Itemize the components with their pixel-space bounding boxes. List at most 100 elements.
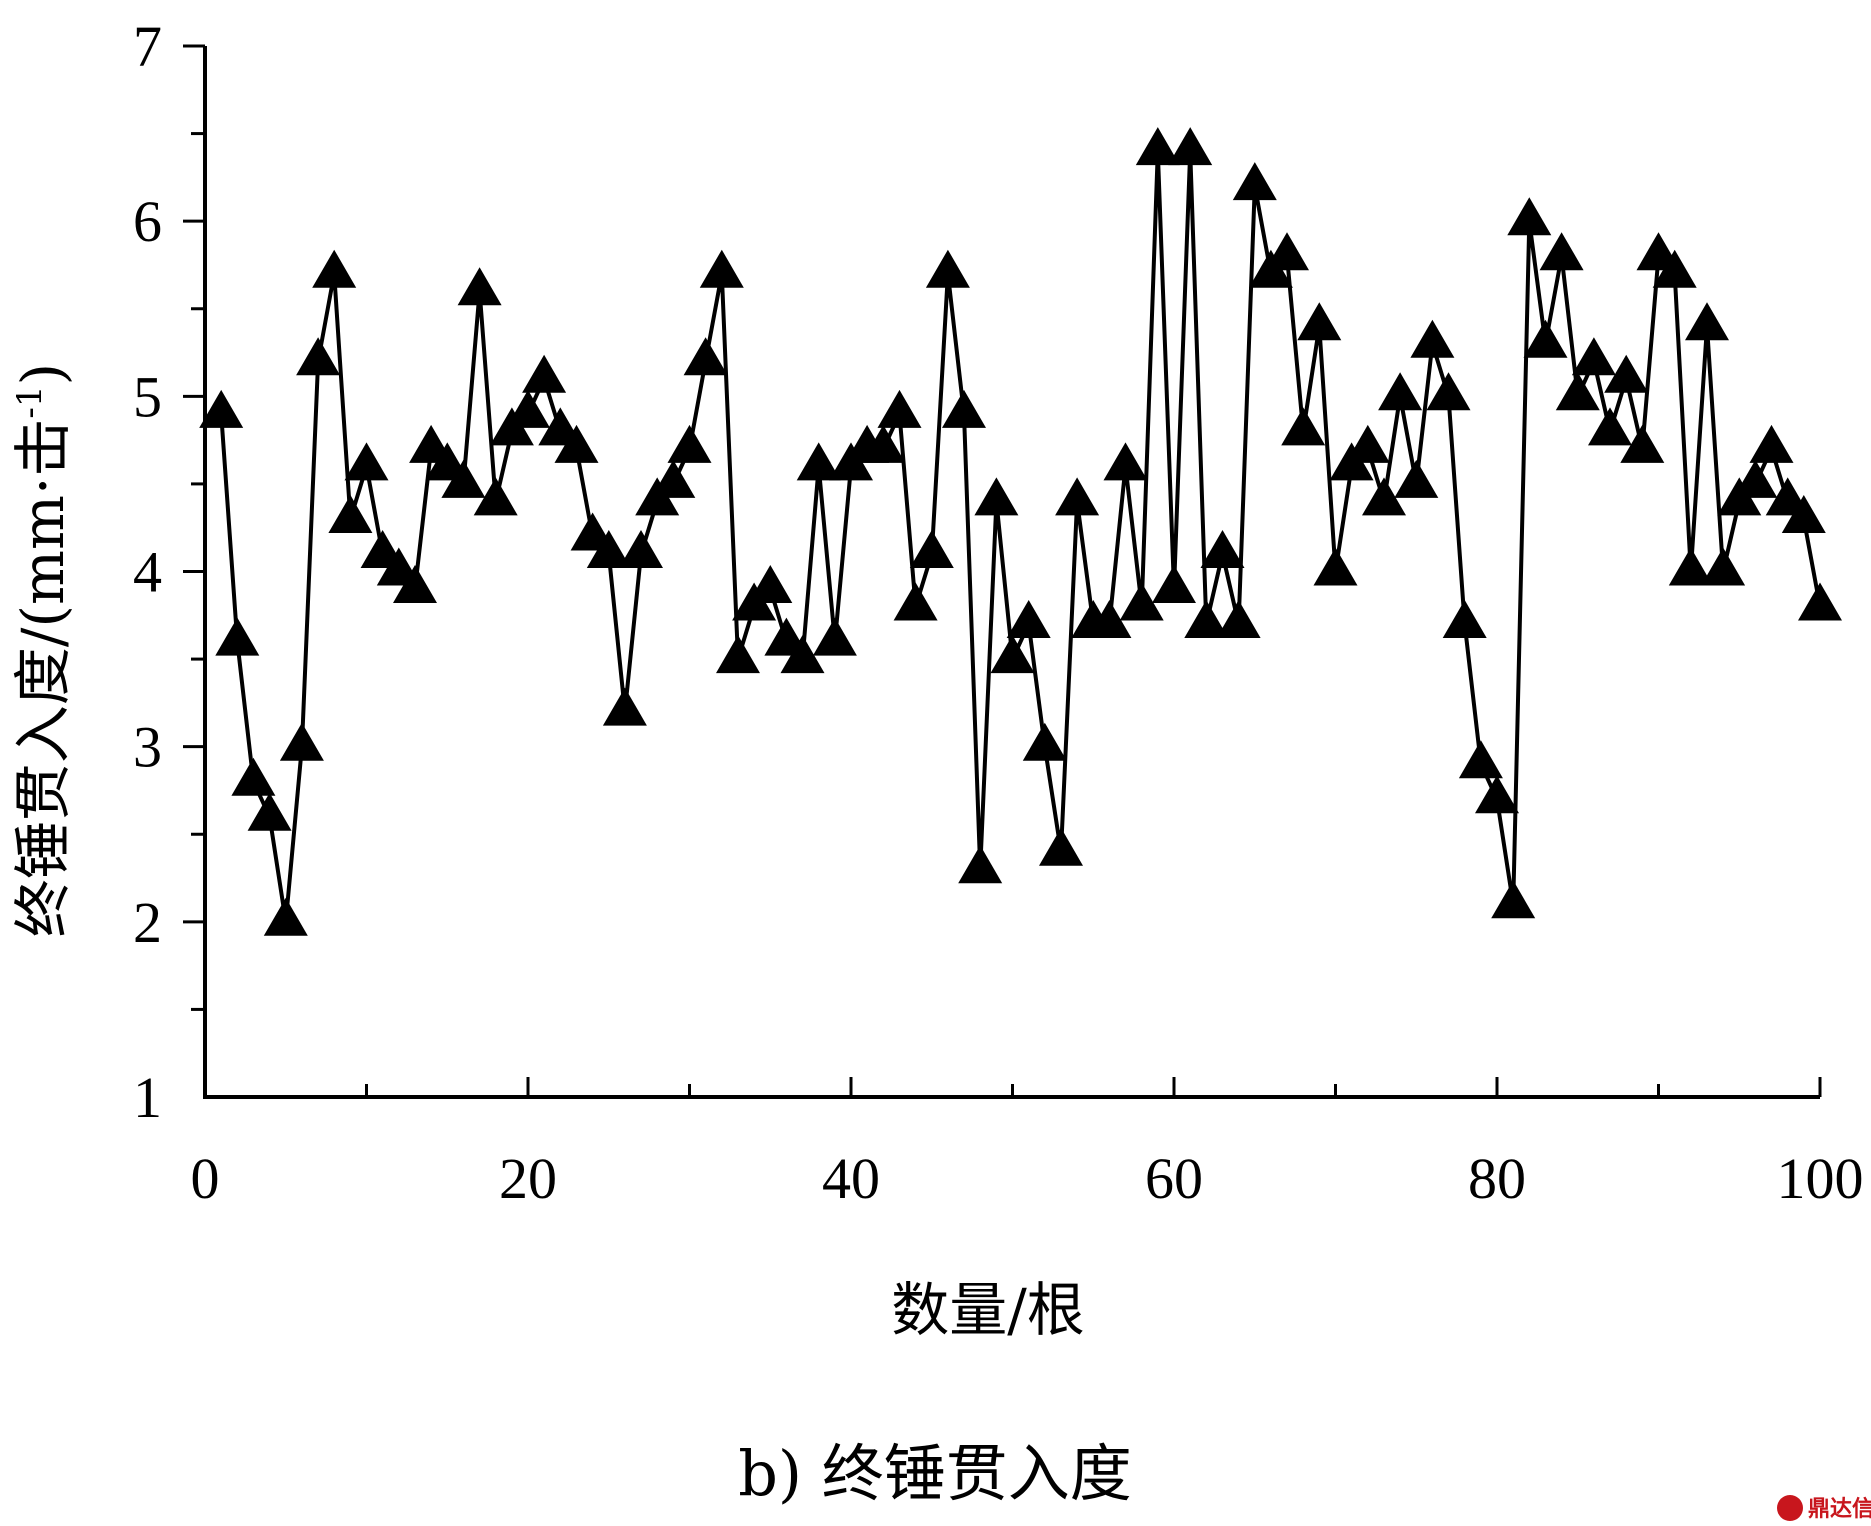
data-point-marker [1604, 354, 1649, 393]
y-tick-label: 1 [133, 1065, 162, 1130]
y-tick-label: 6 [133, 189, 162, 254]
x-tick-label: 0 [191, 1146, 220, 1211]
data-point-marker [1022, 722, 1067, 761]
x-tick-label: 80 [1468, 1146, 1526, 1211]
data-point-marker [1491, 880, 1536, 919]
data-point-marker [1555, 372, 1600, 411]
x-tick-label: 100 [1777, 1146, 1864, 1211]
data-point-marker [974, 477, 1019, 516]
y-tick-label: 2 [133, 890, 162, 955]
x-tick-label: 40 [822, 1146, 880, 1211]
y-tick-label: 4 [133, 540, 162, 605]
data-point-marker [247, 792, 292, 831]
data-point-marker [1362, 477, 1406, 516]
data-point-marker [586, 530, 631, 568]
data-point-marker [1184, 600, 1229, 638]
y-ticks: 1 2 3 4 5 6 7 [133, 14, 205, 1130]
data-point-marker [925, 249, 970, 288]
data-point-marker [1523, 319, 1568, 358]
data-point-marker [1055, 477, 1100, 516]
data-point-marker [1103, 442, 1148, 481]
data-point-marker [1701, 547, 1746, 586]
data-point-marker [1135, 127, 1180, 166]
data-point-marker [651, 459, 696, 498]
data-point-marker [1781, 495, 1826, 533]
y-axis-label-main: 终锤贯入度/(mm·击 [9, 419, 77, 938]
y-tick-label: 7 [133, 14, 162, 79]
data-point-marker [231, 757, 276, 796]
data-point-marker [506, 389, 550, 428]
data-point-marker [1798, 582, 1842, 621]
data-point-marker [328, 495, 373, 533]
data-point-marker [1733, 459, 1778, 498]
data-point-marker [1297, 302, 1342, 341]
data-point-marker [1039, 827, 1083, 866]
data-point-marker [1232, 162, 1277, 201]
data-point-marker [780, 635, 825, 674]
data-point-marker [619, 530, 663, 568]
x-tick-label: 20 [499, 1146, 557, 1211]
data-line [219, 149, 1822, 924]
data-point-marker [1119, 582, 1164, 621]
data-point-marker [554, 424, 599, 463]
x-tick-label: 60 [1145, 1146, 1203, 1211]
figure-caption: b) 终锤贯入度 [738, 1437, 1132, 1510]
data-point-marker [1378, 372, 1423, 411]
data-point-marker [1281, 407, 1326, 446]
data-point-marker [1152, 565, 1196, 603]
y-tick-label: 3 [133, 715, 162, 780]
data-point-marker [522, 354, 567, 393]
data-point-marker [812, 617, 857, 656]
data-point-marker [958, 845, 1003, 884]
data-point-marker [1571, 337, 1616, 376]
data-point-marker [1087, 600, 1132, 638]
axes [203, 46, 1820, 1099]
x-axis-label: 数量/根 [891, 1276, 1085, 1344]
data-point-marker [990, 635, 1035, 674]
data-point-marker [215, 617, 260, 656]
data-point-marker [748, 565, 793, 603]
data-point-marker [1507, 197, 1552, 236]
data-point-marker [683, 337, 728, 376]
data-point-marker [699, 249, 744, 288]
data-point-marker [1475, 775, 1519, 814]
data-point-marker [1668, 547, 1713, 586]
data-point-marker [861, 424, 906, 463]
data-point-marker [796, 442, 841, 481]
data-point-marker [1345, 424, 1390, 463]
data-point-marker [1652, 249, 1697, 288]
data-point-marker [942, 389, 986, 428]
data-point-marker [1426, 372, 1471, 411]
watermark-text: 鼎达信 [1808, 1496, 1871, 1522]
y-axis-label: 终锤贯入度/(mm·击-1) [9, 363, 77, 937]
series-line [219, 149, 1822, 924]
data-point-marker [1539, 232, 1584, 271]
data-point-marker [1313, 547, 1358, 586]
data-point-marker [1588, 407, 1632, 446]
data-point-marker [263, 897, 308, 936]
data-point-marker [344, 442, 389, 481]
data-point-marker [279, 722, 324, 761]
data-point-marker [877, 389, 922, 428]
watermark-icon [1777, 1495, 1803, 1521]
data-point-marker [1168, 127, 1213, 166]
y-axis-label-close: ) [9, 363, 77, 386]
data-point-marker [393, 565, 437, 603]
data-point-marker [1620, 424, 1665, 463]
data-point-marker [296, 337, 341, 376]
data-point-marker [1200, 530, 1245, 568]
data-point-marker [199, 389, 244, 428]
data-point-marker [1685, 302, 1729, 341]
data-point-marker [1410, 319, 1455, 358]
data-point-marker [1458, 740, 1503, 779]
y-axis-label-sup: -1 [10, 385, 50, 418]
data-point-marker [1216, 600, 1261, 638]
y-tick-label: 5 [133, 364, 162, 429]
data-point-marker [457, 267, 502, 306]
data-point-marker [1006, 600, 1051, 638]
data-point-marker [716, 635, 760, 674]
data-point-marker [667, 424, 712, 463]
data-point-marker [602, 687, 647, 726]
data-point-marker [909, 530, 954, 568]
